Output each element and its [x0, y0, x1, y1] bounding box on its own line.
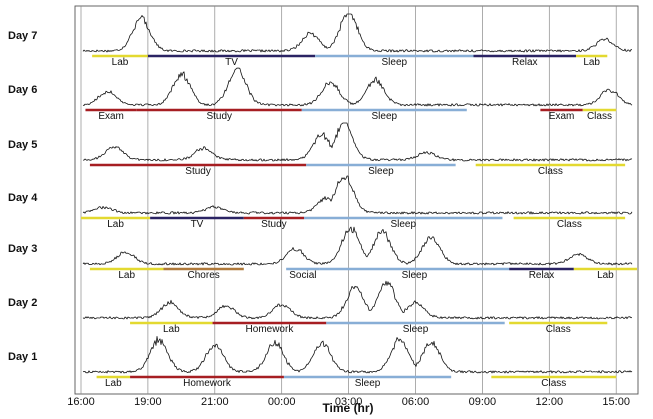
x-tick-label: 19:00 — [134, 396, 162, 408]
activity-label: Exam — [98, 111, 124, 122]
x-tick-label: 15:00 — [602, 396, 630, 408]
activity-trace — [82, 175, 633, 215]
day-row: Day 4 Lab TV Study Sleep Class — [8, 175, 633, 230]
day-label: Day 2 — [8, 297, 37, 309]
day-row: Day 7 Lab TV Sleep Relax Lab — [8, 13, 633, 68]
activity-label: Sleep — [382, 57, 408, 68]
activity-label: Sleep — [368, 166, 394, 177]
activity-trace — [82, 67, 633, 107]
day-label: Day 3 — [8, 243, 37, 255]
activity-trace — [82, 13, 633, 53]
x-tick-label: 12:00 — [536, 396, 564, 408]
activity-label: Social — [289, 270, 316, 281]
activity-label: TV — [191, 219, 204, 230]
day-row: Day 3 Lab Chores Social Sleep Relax Lab — [8, 226, 637, 281]
day-label: Day 5 — [8, 139, 37, 151]
activity-label: Sleep — [371, 111, 397, 122]
activity-label: Class — [541, 378, 566, 389]
activity-label: Class — [538, 166, 563, 177]
activity-label: Sleep — [355, 378, 381, 389]
x-tick-label: 09:00 — [469, 396, 497, 408]
activity-label: Lab — [597, 270, 614, 281]
activity-label: Sleep — [402, 270, 428, 281]
activity-label: Sleep — [403, 324, 429, 335]
x-tick-label: 16:00 — [67, 396, 95, 408]
activity-label: Study — [185, 166, 211, 177]
activity-trace — [82, 280, 633, 320]
day-row: Day 5 Study Sleep Class — [8, 122, 633, 177]
activity-label: Exam — [549, 111, 575, 122]
activity-label: Lab — [118, 270, 135, 281]
day-row: Day 6 Exam Study Sleep Exam Class — [8, 67, 633, 122]
activity-label: Lab — [583, 57, 600, 68]
activity-label: Class — [587, 111, 612, 122]
activity-label: Class — [557, 219, 582, 230]
activity-trace — [82, 335, 633, 374]
activity-label: Lab — [107, 219, 124, 230]
activity-label: Lab — [105, 378, 122, 389]
x-tick-label: 03:00 — [335, 396, 363, 408]
activity-label: Class — [546, 324, 571, 335]
day-label: Day 1 — [8, 351, 37, 363]
day-label: Day 7 — [8, 30, 37, 42]
activity-label: Sleep — [390, 219, 416, 230]
activity-label: TV — [225, 57, 238, 68]
activity-label: Chores — [188, 270, 220, 281]
activity-label: Study — [206, 111, 232, 122]
x-tick-label: 00:00 — [268, 396, 296, 408]
x-axis-title: Time (hr) — [322, 401, 373, 415]
x-tick-label: 21:00 — [201, 396, 229, 408]
activity-label: Lab — [112, 57, 129, 68]
day-label: Day 4 — [8, 192, 38, 204]
activity-label: Homework — [183, 378, 232, 389]
gridlines — [80, 6, 617, 394]
activity-label: Relax — [529, 270, 555, 281]
activity-label: Study — [261, 219, 287, 230]
plot-frame — [74, 5, 639, 395]
day-row: Day 2 Lab Homework Sleep Class — [8, 280, 633, 335]
activity-trace — [82, 226, 633, 266]
day-rows: Day 7 Lab TV Sleep Relax Lab Day 6 Exam Study Sle… — [8, 13, 637, 389]
day-row: Day 1 Lab Homework Sleep Class — [8, 335, 633, 389]
x-tick-label: 06:00 — [402, 396, 430, 408]
activity-trace — [83, 122, 633, 162]
activity-label: Lab — [163, 324, 180, 335]
x-axis: 16:00 19:00 21:00 00:00 03:00 06:00 09:00 12:00… — [67, 396, 630, 408]
day-label: Day 6 — [8, 84, 37, 96]
activity-label: Homework — [246, 324, 295, 335]
activity-label: Relax — [512, 57, 538, 68]
